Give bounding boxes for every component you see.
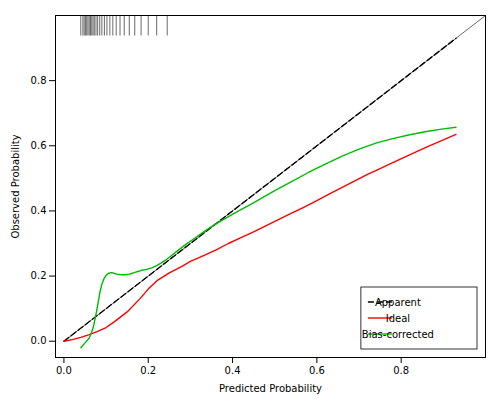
svg-text:0.4: 0.4 (31, 205, 47, 216)
svg-text:Ideal: Ideal (386, 313, 410, 324)
svg-text:Observed Probability: Observed Probability (10, 134, 21, 238)
svg-text:0.8: 0.8 (31, 75, 47, 86)
svg-text:0.8: 0.8 (393, 365, 409, 376)
svg-text:Apparent: Apparent (375, 297, 421, 308)
svg-text:Predicted Probability: Predicted Probability (219, 383, 322, 394)
svg-text:0.0: 0.0 (31, 335, 47, 346)
svg-text:0.6: 0.6 (309, 365, 325, 376)
svg-text:0.6: 0.6 (31, 140, 47, 151)
svg-text:Bias-corrected: Bias-corrected (362, 329, 434, 340)
svg-text:0.0: 0.0 (56, 365, 72, 376)
svg-text:0.2: 0.2 (140, 365, 156, 376)
svg-text:0.2: 0.2 (31, 270, 47, 281)
svg-text:0.4: 0.4 (225, 365, 241, 376)
